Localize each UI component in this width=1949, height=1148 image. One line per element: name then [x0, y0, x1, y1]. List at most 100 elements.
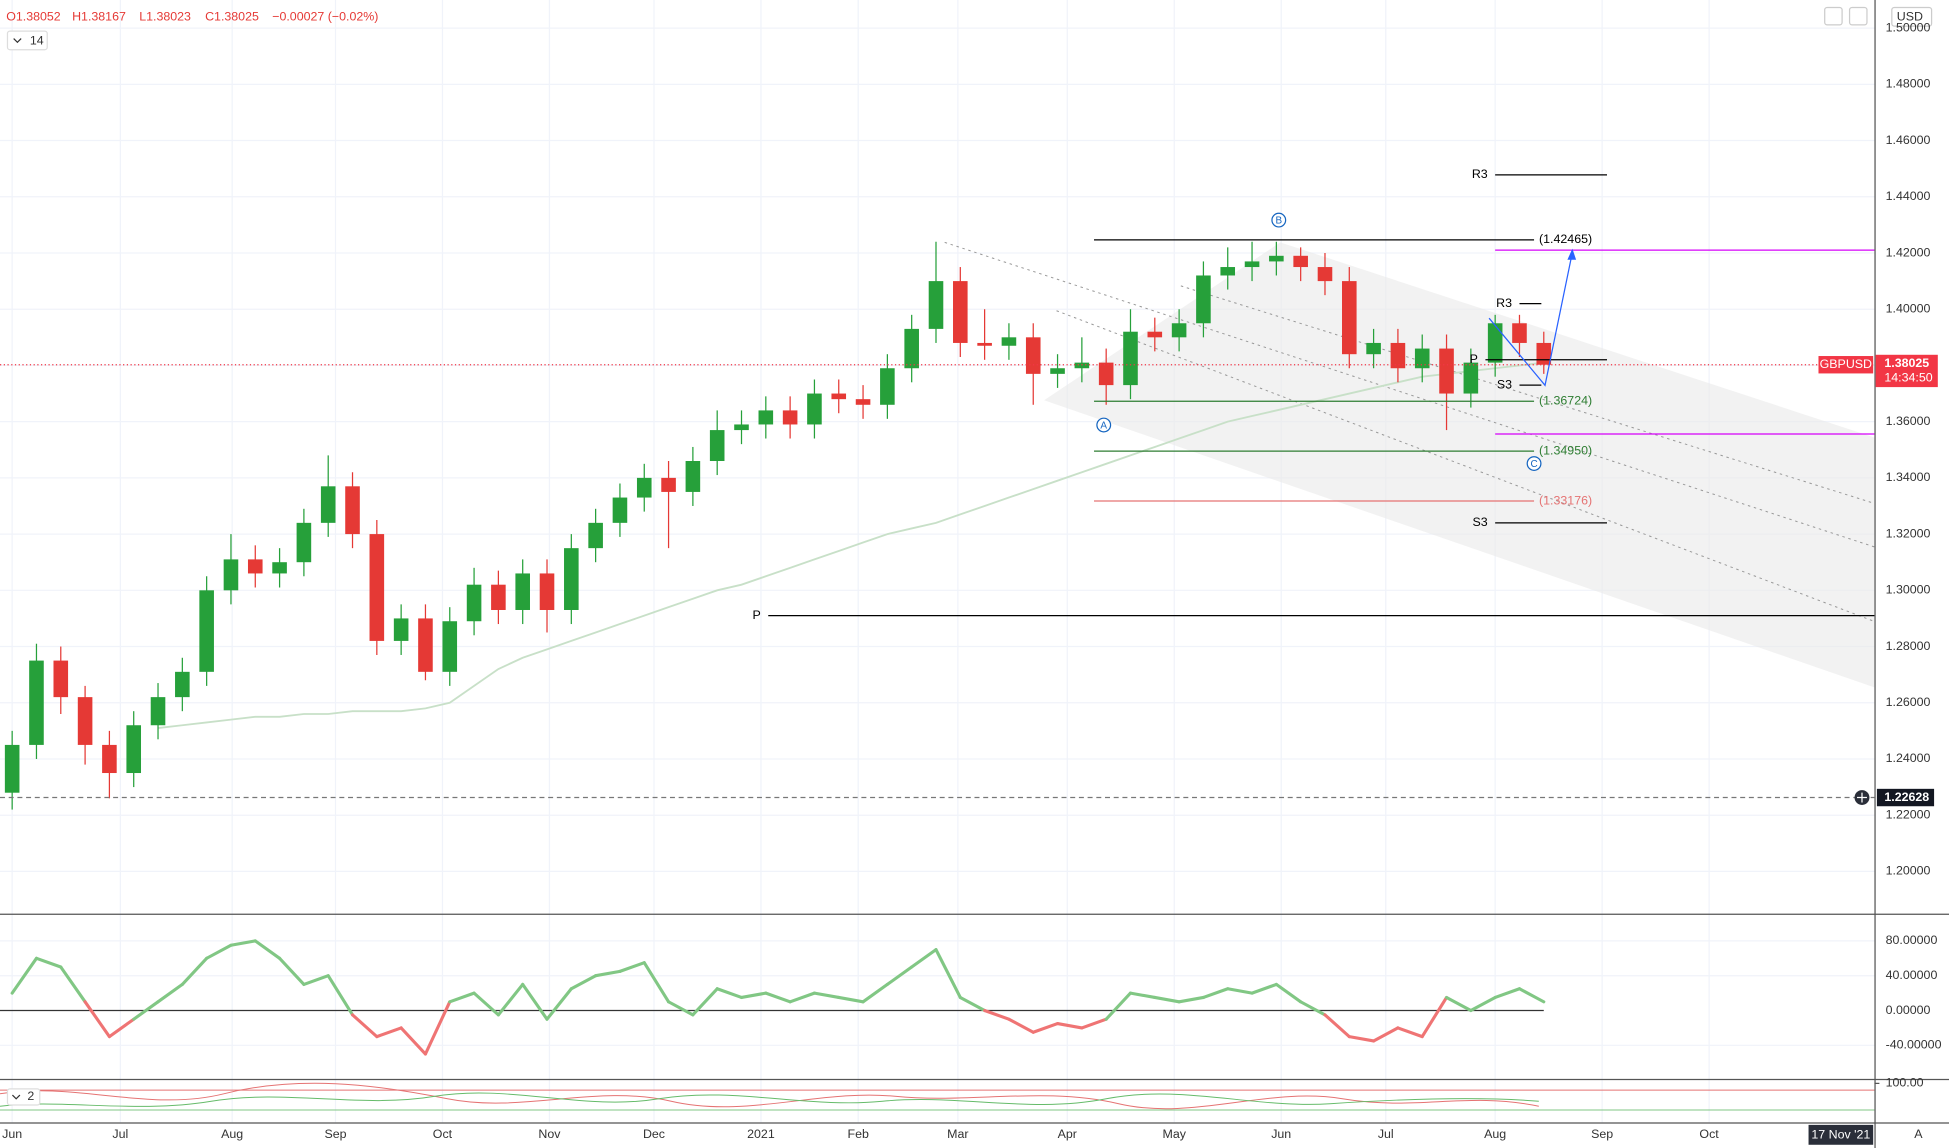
oscillator-segment	[618, 961, 646, 973]
candle-body	[880, 368, 895, 405]
level-label: (1.36724)	[1539, 394, 1592, 408]
y-tick-label: 80.00000	[1886, 933, 1938, 947]
candle-body	[1536, 342, 1552, 365]
y-tick-label: 40.00000	[1886, 968, 1938, 982]
candle-body	[636, 477, 652, 498]
candle-body	[734, 424, 749, 431]
oscillator-segment	[350, 1013, 379, 1039]
oscillator-segment	[180, 956, 209, 986]
y-tick-label: 1.28000	[1886, 639, 1931, 653]
oscillator-segment	[594, 969, 622, 978]
price-tag	[1875, 354, 1938, 388]
oscillator-segment	[739, 991, 768, 1000]
crosshair-tag-label: 1.22628	[1884, 790, 1929, 804]
candle-body	[831, 393, 847, 400]
auto-scale[interactable]: A	[1914, 1127, 1923, 1141]
candle-body	[977, 342, 992, 346]
candle-body	[1293, 255, 1308, 268]
y-tick-label: 0.00000	[1886, 1003, 1931, 1017]
reset-button[interactable]	[1848, 6, 1868, 26]
oscillator-segment	[59, 965, 87, 1004]
y-tick-label: 1.24000	[1886, 751, 1931, 765]
candle-body	[953, 281, 968, 343]
ohlc-open: O1.38052	[6, 10, 61, 24]
x-tick-label: May	[1163, 1127, 1187, 1141]
oscillator-segment	[1201, 987, 1230, 1000]
oscillator-segment	[278, 956, 306, 986]
oscillator-segment	[1372, 1026, 1400, 1043]
indicator-toggle[interactable]	[6, 30, 48, 51]
oscillator-segment	[448, 991, 476, 1004]
symbol-tag	[1818, 356, 1874, 374]
wave-label: A	[1100, 420, 1107, 431]
oscillator-segment	[1469, 995, 1497, 1013]
oscillator-segment	[156, 982, 184, 1004]
y-tick-label: 1.26000	[1886, 695, 1931, 709]
candle-body	[904, 328, 919, 369]
candle-body	[782, 410, 798, 425]
y-tick-label: 1.20000	[1886, 864, 1931, 878]
oscillator-segment	[496, 982, 525, 1017]
candle-body	[928, 281, 944, 329]
oscillator-segment	[545, 987, 573, 1021]
y-tick-label: 1.40000	[1886, 301, 1931, 315]
oscillator-segment	[1250, 982, 1278, 995]
oscillator-segment	[691, 987, 719, 1017]
oscillator-segment	[1396, 1026, 1424, 1039]
projection-arrow	[1567, 248, 1577, 260]
crosshair-tag	[1876, 788, 1935, 807]
candle-body	[150, 697, 166, 726]
y-tick-label: 1.46000	[1886, 133, 1931, 147]
candle-body	[1317, 267, 1333, 282]
currency-button[interactable]	[1891, 6, 1933, 27]
x-tick-label: Apr	[1058, 1127, 1077, 1141]
candle-body	[1001, 337, 1017, 346]
oscillator-segment	[642, 961, 671, 1004]
candle-body	[1098, 362, 1114, 386]
oscillator-segment	[764, 991, 792, 1004]
price-timer: 14:34:50	[1884, 371, 1932, 385]
oscillator-segment	[1128, 991, 1157, 1000]
oscillator-segment	[885, 965, 914, 986]
candle-body	[1269, 255, 1284, 262]
candle-body	[564, 548, 579, 610]
oscillator-segment	[569, 974, 598, 991]
oscillator-segment	[1274, 982, 1303, 1004]
x-tick-label: 2021	[747, 1127, 775, 1141]
candle-body	[320, 486, 336, 523]
candle-body	[1196, 275, 1211, 324]
oscillator-segment	[837, 995, 865, 1004]
oscillator-segment	[253, 939, 282, 960]
candle-body	[1171, 323, 1187, 338]
candle-body	[1512, 323, 1527, 343]
oscillator-segment	[1444, 995, 1473, 1013]
indicator-toggle[interactable]	[6, 1088, 41, 1106]
plot: R3 (1.42465) (1.36724) (1.34950) (1.33176) S3…	[0, 167, 1875, 1056]
moving-average	[157, 361, 1544, 729]
y-tick-label: 1.34000	[1886, 470, 1931, 484]
x-tick-label: Jul	[112, 1127, 128, 1141]
x-tick-label: Aug	[1484, 1127, 1506, 1141]
candle-body	[102, 744, 117, 774]
candle-body	[539, 573, 555, 610]
candle-body	[612, 497, 628, 523]
ohlc-high: H1.38167	[72, 10, 126, 24]
candle-body	[1244, 261, 1260, 268]
candle-body	[515, 573, 530, 610]
currency: USD	[1897, 10, 1923, 24]
candle-body	[272, 562, 287, 574]
oscillator-segment	[83, 1000, 111, 1039]
candle-body	[393, 618, 409, 641]
channel-line	[1056, 310, 1875, 622]
y-tick-label: -40.00000	[1886, 1038, 1942, 1052]
wave-marker	[1096, 417, 1112, 433]
candle-body	[77, 697, 93, 745]
y-tick-label: 1.30000	[1886, 583, 1931, 597]
level-label: R3	[1496, 296, 1512, 310]
oscillator-segment	[788, 991, 816, 1004]
scroll-button[interactable]	[1824, 6, 1843, 26]
oscillator-segment	[1517, 987, 1546, 1004]
x-tick-label: Mar	[947, 1127, 968, 1141]
candle-body	[1074, 362, 1090, 369]
candle-body	[709, 430, 725, 462]
